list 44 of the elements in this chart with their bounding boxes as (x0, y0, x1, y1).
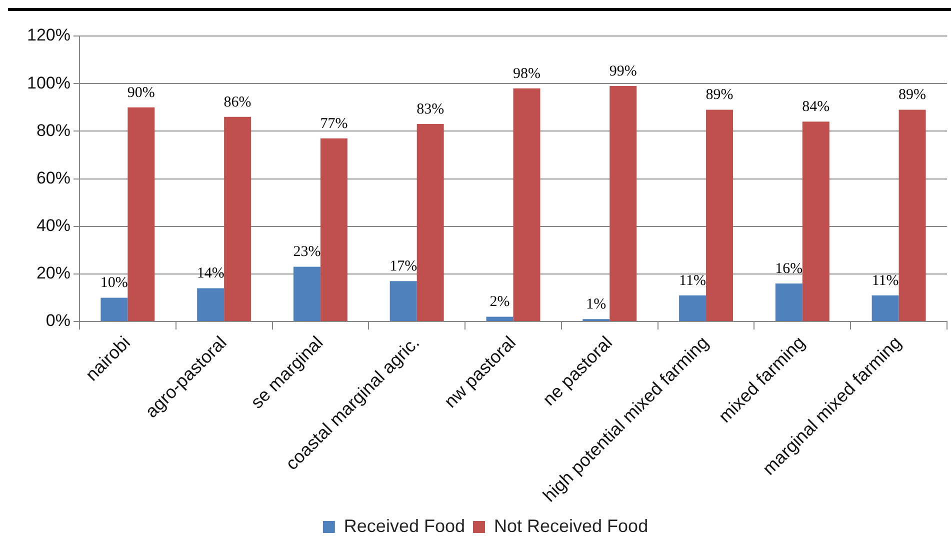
y-tick-label: 120% (26, 26, 70, 45)
data-label: 16% (775, 260, 803, 277)
bar (100, 298, 128, 322)
data-label: 84% (802, 99, 830, 116)
bar (416, 124, 444, 322)
data-label: 90% (127, 84, 155, 101)
data-label: 89% (706, 87, 734, 104)
data-label: 23% (293, 244, 321, 260)
data-label: 86% (224, 94, 252, 110)
y-tick-label: 100% (26, 73, 70, 92)
bar (390, 281, 417, 322)
bar (513, 88, 540, 322)
bar (898, 110, 926, 322)
y-tick-label: 60% (36, 168, 70, 188)
legend-label: Not Received Food (494, 516, 648, 536)
data-label: 99% (609, 63, 637, 80)
data-label: 2% (490, 294, 510, 310)
bar (775, 283, 802, 322)
y-tick-label: 0% (46, 311, 70, 330)
bar (872, 295, 899, 322)
data-label: 77% (320, 116, 348, 132)
bar (802, 122, 830, 322)
bar (197, 288, 224, 322)
data-label: 11% (872, 272, 899, 289)
bar (320, 138, 348, 322)
data-label: 10% (100, 275, 128, 292)
data-label: 17% (390, 258, 418, 275)
data-label: 1% (586, 296, 606, 313)
bar (610, 86, 637, 322)
y-tick-label: 40% (36, 216, 70, 236)
data-label: 83% (416, 101, 444, 118)
bar (224, 116, 252, 322)
data-label: 98% (512, 66, 540, 82)
bar (293, 266, 320, 322)
y-tick-label: 20% (36, 264, 70, 283)
y-tick-label: 80% (36, 120, 70, 140)
data-label: 11% (679, 272, 706, 289)
bar (679, 295, 706, 322)
legend-label: Received Food (344, 516, 466, 536)
bar (486, 316, 514, 322)
data-label: 14% (196, 266, 224, 282)
bar (706, 110, 734, 322)
bar (128, 107, 155, 322)
data-label: 89% (898, 87, 926, 104)
